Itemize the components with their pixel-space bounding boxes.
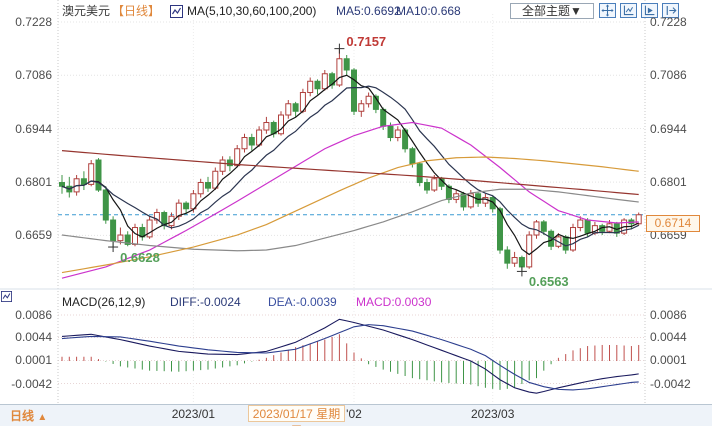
triangle-up-icon: ▲ <box>37 412 48 423</box>
macd-tick-label: -0.0042 <box>650 376 691 391</box>
date-tick-label: '02 <box>346 407 362 421</box>
macd-indicator-icon[interactable] <box>1 291 12 302</box>
macd-tick-label: 0.0044 <box>650 330 687 345</box>
low-annotation: 0.6563 <box>528 274 569 290</box>
macd-tick-label: 0.0086 <box>650 308 687 322</box>
timeframe-selector[interactable]: 日线 ▲ <box>10 407 47 424</box>
price-tick-label: 0.7086 <box>650 68 687 83</box>
diff-value: DIFF:-0.0024 <box>170 295 241 309</box>
low-annotation: 0.6628 <box>120 250 160 266</box>
price-tick-label: 0.7228 <box>15 15 52 29</box>
theme-dropdown[interactable]: 全部主题▼ <box>510 3 594 19</box>
ma-settings-label: MA(5,10,30,60,100,200) <box>187 4 317 18</box>
price-tick-label: 0.6944 <box>15 121 52 136</box>
price-tick-label: 0.6801 <box>650 175 687 190</box>
ma10-value: MA10:0.668 <box>396 4 461 18</box>
selected-date-label: 2023/01/17 星期二 <box>248 405 345 426</box>
high-annotation: 0.7157 <box>346 33 387 49</box>
symbol-name: 澳元美元 <box>62 4 111 18</box>
playback-chart-icon <box>644 5 655 16</box>
macd-tick-label: 0.0086 <box>15 308 52 322</box>
bottom-bar <box>0 404 712 426</box>
detach-window-button[interactable] <box>662 3 679 18</box>
price-tick-label: 0.7086 <box>15 68 52 83</box>
date-tick-label: 2023/01 <box>171 407 216 421</box>
ma5-value: MA5:0.6692 <box>336 4 401 18</box>
price-tick-label: 0.7228 <box>650 15 687 29</box>
pan-icon <box>601 4 614 17</box>
playback-chart-button[interactable] <box>641 3 658 18</box>
dea-value: DEA:-0.0039 <box>268 295 337 309</box>
price-tick-label: 0.6659 <box>15 228 52 243</box>
macd-tick-label: 0.0001 <box>15 353 52 368</box>
scale-chart-button[interactable] <box>620 3 637 18</box>
price-tick-label: 0.6944 <box>650 121 687 136</box>
theme-dropdown-label: 全部主题▼ <box>522 4 582 18</box>
timeframe-label: 日线 <box>10 409 35 423</box>
detach-window-icon <box>666 6 677 15</box>
indicator-icon[interactable] <box>170 5 183 18</box>
scale-chart-icon <box>623 5 634 16</box>
price-tick-label: 0.6801 <box>15 175 52 190</box>
date-tick-label: 2023/03 <box>470 407 515 421</box>
macd-title: MACD(26,12,9) <box>62 295 146 309</box>
period-label: 【日线】 <box>112 4 161 18</box>
macd-value: MACD:0.0030 <box>356 295 432 309</box>
macd-tick-label: -0.0042 <box>11 376 52 391</box>
chart-toolbar <box>599 3 679 18</box>
macd-tick-label: 0.0044 <box>15 330 52 345</box>
current-price-tag: 0.6714 <box>646 215 700 233</box>
macd-tick-label: 0.0001 <box>650 353 687 368</box>
pan-button[interactable] <box>599 3 616 18</box>
